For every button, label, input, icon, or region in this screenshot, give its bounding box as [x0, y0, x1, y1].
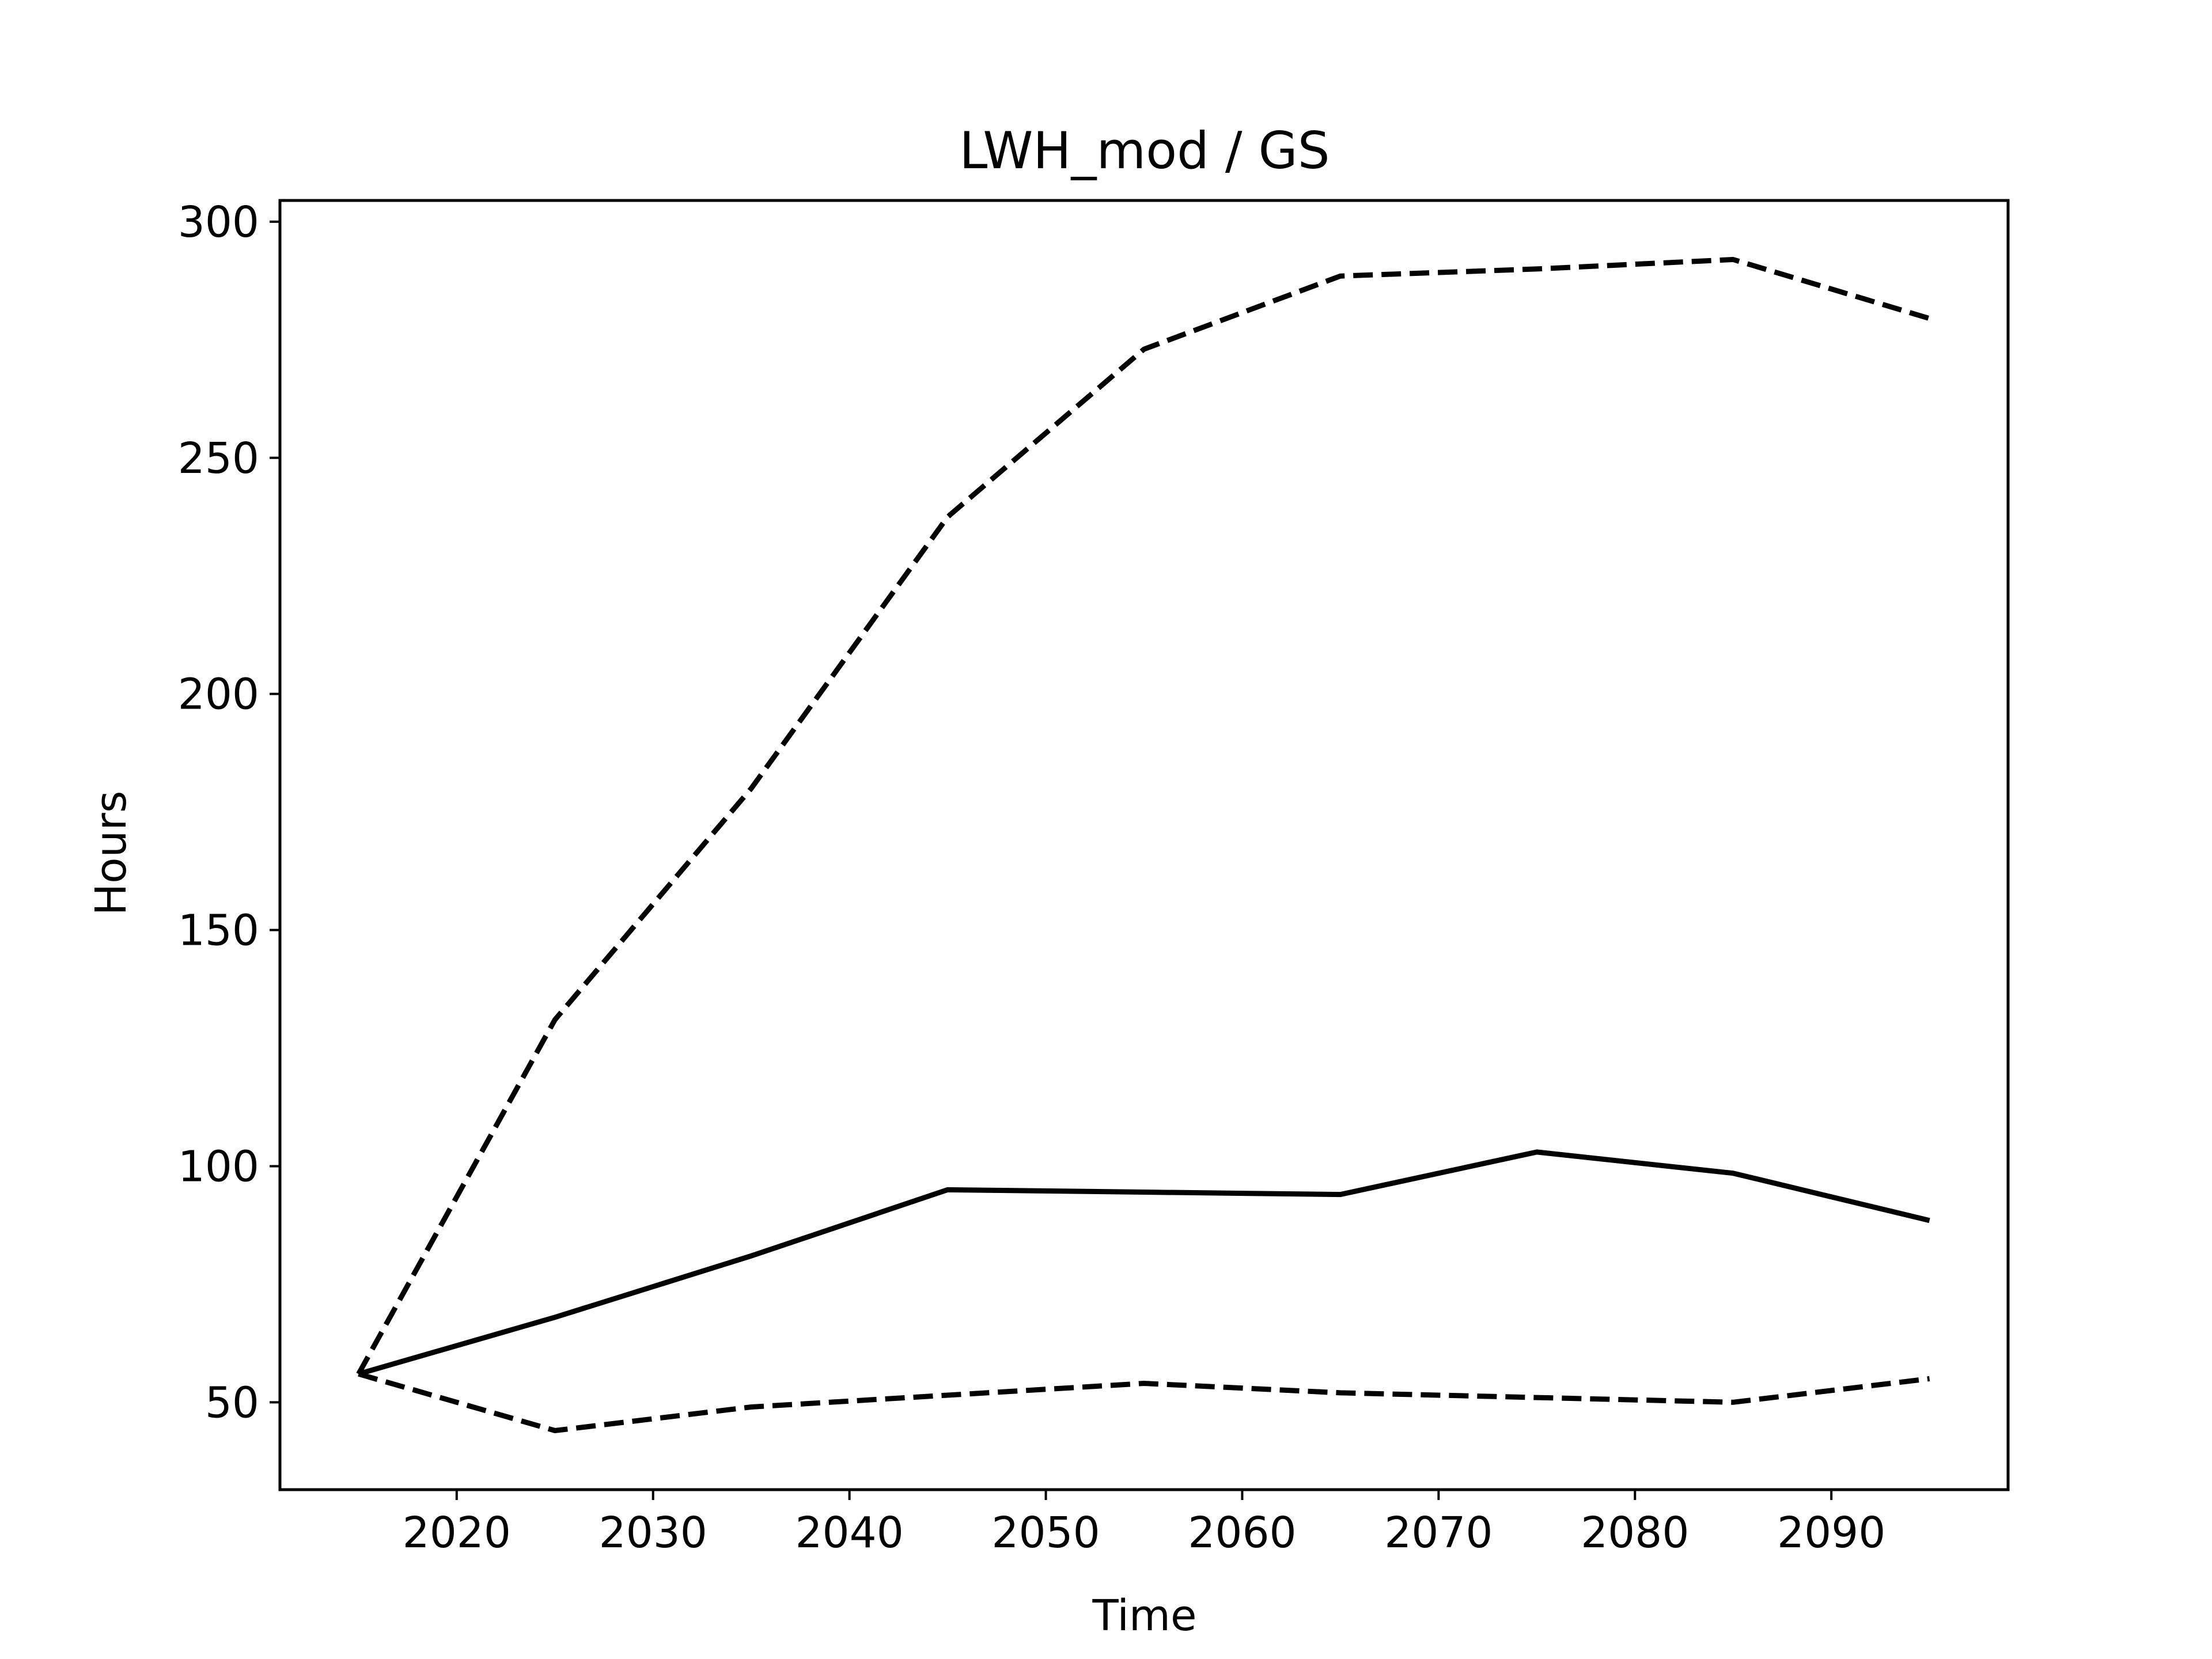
x-tick-label: 2090: [1777, 1508, 1885, 1558]
x-axis-label: Time: [1092, 1591, 1196, 1641]
series-line-2: [356, 257, 1930, 1376]
series-line-1: [358, 1149, 1930, 1377]
plot-area: [356, 257, 1930, 1433]
y-tick-label: 150: [178, 906, 259, 956]
y-tick-label: 300: [178, 198, 259, 247]
x-tick-label: 2080: [1581, 1508, 1689, 1558]
x-axis: 2020 2030 2040 2050 2060 2070 2080 2090: [403, 1490, 1885, 1558]
chart-title: LWH_mod / GS: [959, 121, 1330, 180]
y-tick-label: 100: [178, 1142, 259, 1191]
y-axis-label: Hours: [86, 791, 136, 916]
x-tick-label: 2060: [1188, 1508, 1296, 1558]
x-tick-label: 2050: [991, 1508, 1100, 1558]
y-tick-label: 50: [205, 1378, 259, 1427]
plot-frame: [278, 199, 2010, 1491]
y-axis: 50 100 150 200 250 300: [178, 198, 280, 1427]
y-tick-label: 250: [178, 434, 259, 483]
x-tick-label: 2030: [599, 1508, 707, 1558]
x-tick-label: 2040: [795, 1508, 903, 1558]
y-tick-label: 200: [178, 670, 259, 719]
x-tick-label: 2020: [403, 1508, 511, 1558]
series-line-3: [358, 1371, 1930, 1433]
x-tick-label: 2070: [1384, 1508, 1493, 1558]
